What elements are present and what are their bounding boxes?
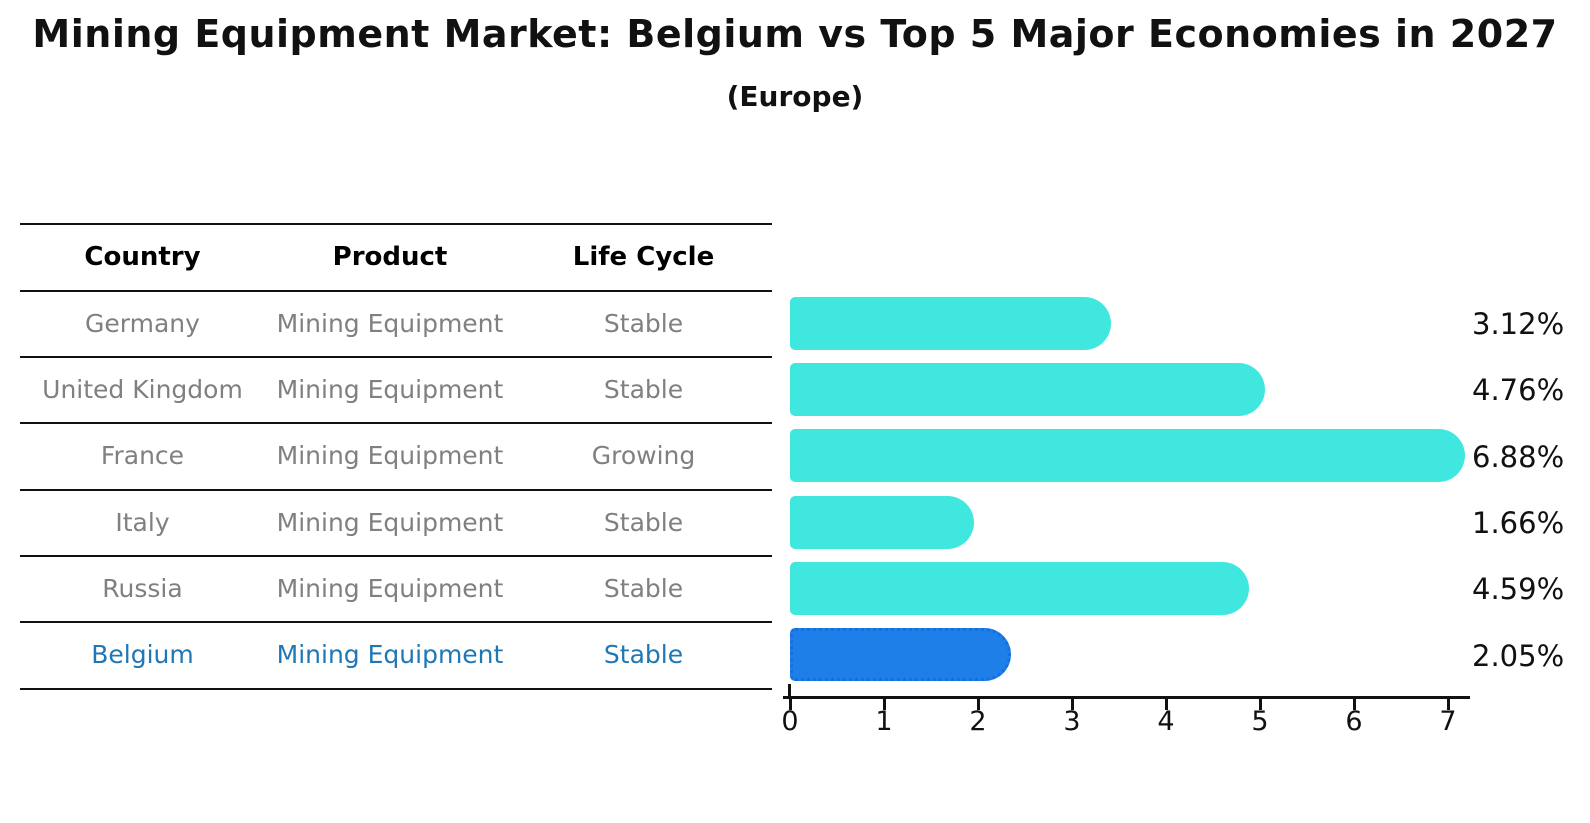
table-rule bbox=[20, 290, 772, 292]
table-rule bbox=[20, 489, 772, 491]
bar-italy bbox=[790, 495, 975, 549]
table-row-united-kingdom: United Kingdom Mining Equipment Stable bbox=[20, 368, 772, 410]
table-rule bbox=[20, 422, 772, 424]
bar-germany bbox=[790, 296, 1112, 350]
x-tick-mark bbox=[1164, 698, 1168, 710]
bar-belgium bbox=[790, 628, 1011, 681]
value-label: 6.88% bbox=[1472, 439, 1565, 474]
x-tick-mark bbox=[1070, 698, 1074, 710]
cell-country: Germany bbox=[85, 308, 200, 338]
cell-product: Mining Equipment bbox=[276, 308, 504, 338]
cell-product: Mining Equipment bbox=[276, 573, 504, 603]
x-tick-label: 7 bbox=[1439, 706, 1457, 737]
table-rule bbox=[20, 621, 772, 623]
value-label: 4.76% bbox=[1472, 373, 1565, 407]
table-row-belgium: Belgium Mining Equipment Stable bbox=[20, 634, 772, 676]
cell-country: United Kingdom bbox=[42, 374, 243, 404]
cell-life-cycle: Stable bbox=[603, 640, 684, 669]
value-label: 4.59% bbox=[1472, 572, 1565, 606]
value-label: 1.66% bbox=[1472, 506, 1565, 540]
value-label: 3.12% bbox=[1472, 307, 1565, 341]
table-header-row: Country Product Life Cycle bbox=[20, 235, 772, 278]
cell-life-cycle: Stable bbox=[603, 507, 684, 537]
column-header-life-cycle: Life Cycle bbox=[572, 241, 715, 272]
x-tick-label: 3 bbox=[1063, 706, 1081, 737]
x-tick-mark bbox=[788, 698, 792, 710]
cell-life-cycle: Stable bbox=[603, 308, 684, 338]
x-tick-mark bbox=[1352, 698, 1356, 710]
cell-country: France bbox=[100, 441, 185, 470]
table-rule bbox=[20, 223, 772, 225]
value-label: 2.05% bbox=[1472, 638, 1565, 673]
cell-country: Russia bbox=[102, 573, 183, 603]
x-tick-label: 6 bbox=[1345, 706, 1363, 737]
column-header-product: Product bbox=[332, 241, 448, 272]
table-row-france: France Mining Equipment Growing bbox=[20, 435, 772, 477]
x-tick-mark bbox=[1258, 698, 1262, 710]
x-tick-label: 2 bbox=[969, 706, 987, 737]
column-header-country: Country bbox=[84, 241, 201, 272]
cell-life-cycle: Stable bbox=[603, 374, 684, 404]
cell-product: Mining Equipment bbox=[276, 374, 504, 404]
table-row-germany: Germany Mining Equipment Stable bbox=[20, 302, 772, 344]
bar-united-kingdom bbox=[790, 362, 1266, 416]
x-tick-mark bbox=[1446, 698, 1450, 710]
cell-country: Belgium bbox=[91, 640, 194, 669]
cell-country: Italy bbox=[115, 507, 170, 537]
cell-product: Mining Equipment bbox=[276, 441, 504, 470]
bar-france bbox=[790, 429, 1465, 482]
x-axis-origin-spine bbox=[788, 684, 791, 697]
chart-subtitle: (Europe) bbox=[726, 80, 864, 113]
cell-life-cycle: Stable bbox=[603, 573, 684, 603]
chart-title: Mining Equipment Market: Belgium vs Top … bbox=[32, 12, 1558, 56]
x-tick-label: 0 bbox=[781, 706, 799, 737]
table-row-russia: Russia Mining Equipment Stable bbox=[20, 567, 772, 609]
x-tick-label: 1 bbox=[875, 706, 893, 737]
x-tick-label: 4 bbox=[1157, 706, 1175, 737]
table-rule bbox=[20, 688, 772, 690]
x-axis-line bbox=[783, 696, 1470, 699]
cell-product: Mining Equipment bbox=[276, 507, 504, 537]
x-tick-label: 5 bbox=[1251, 706, 1269, 737]
cell-life-cycle: Growing bbox=[591, 441, 696, 470]
table-rule bbox=[20, 356, 772, 358]
x-tick-mark bbox=[976, 698, 980, 710]
table-row-italy: Italy Mining Equipment Stable bbox=[20, 501, 772, 543]
x-tick-mark bbox=[882, 698, 886, 710]
bar-russia bbox=[790, 561, 1250, 615]
table-rule bbox=[20, 555, 772, 557]
cell-product: Mining Equipment bbox=[276, 640, 504, 669]
